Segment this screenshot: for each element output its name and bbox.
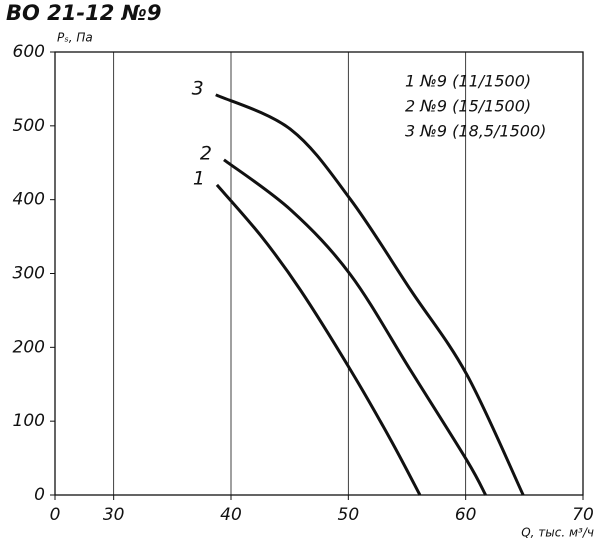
curve	[215, 183, 422, 496]
x-axis-label: Q, тыс. м³/ч	[521, 526, 594, 540]
y-tick-label: 0	[34, 485, 45, 505]
x-tick-label: 60	[455, 505, 477, 525]
x-tick-label: 40	[220, 505, 242, 525]
y-tick-label: 300	[13, 264, 45, 284]
x-tick-label: 30	[103, 505, 125, 525]
curve-label: 3	[192, 77, 204, 99]
curve	[223, 158, 487, 496]
curve-label: 2	[200, 142, 212, 164]
y-tick-label: 200	[13, 337, 45, 357]
legend-entry: 2 №9 (15/1500)	[405, 97, 531, 116]
legend-entry: 1 №9 (11/1500)	[405, 72, 531, 91]
x-tick-label: 50	[338, 505, 360, 525]
y-tick-label: 500	[13, 116, 45, 136]
y-tick-label: 400	[13, 190, 45, 210]
y-tick-label: 100	[13, 411, 45, 431]
chart-title: ВО 21-12 №9	[6, 1, 162, 25]
y-tick-label: 600	[13, 42, 45, 62]
x-tick-label: 70	[572, 505, 594, 525]
x-tick-label: 0	[50, 505, 61, 525]
y-axis-label: Pₛ, Па	[57, 31, 93, 45]
plot-frame	[54, 51, 584, 496]
legend-entry: 3 №9 (18,5/1500)	[405, 122, 546, 141]
curve-label: 1	[193, 167, 205, 189]
curve	[215, 93, 525, 496]
